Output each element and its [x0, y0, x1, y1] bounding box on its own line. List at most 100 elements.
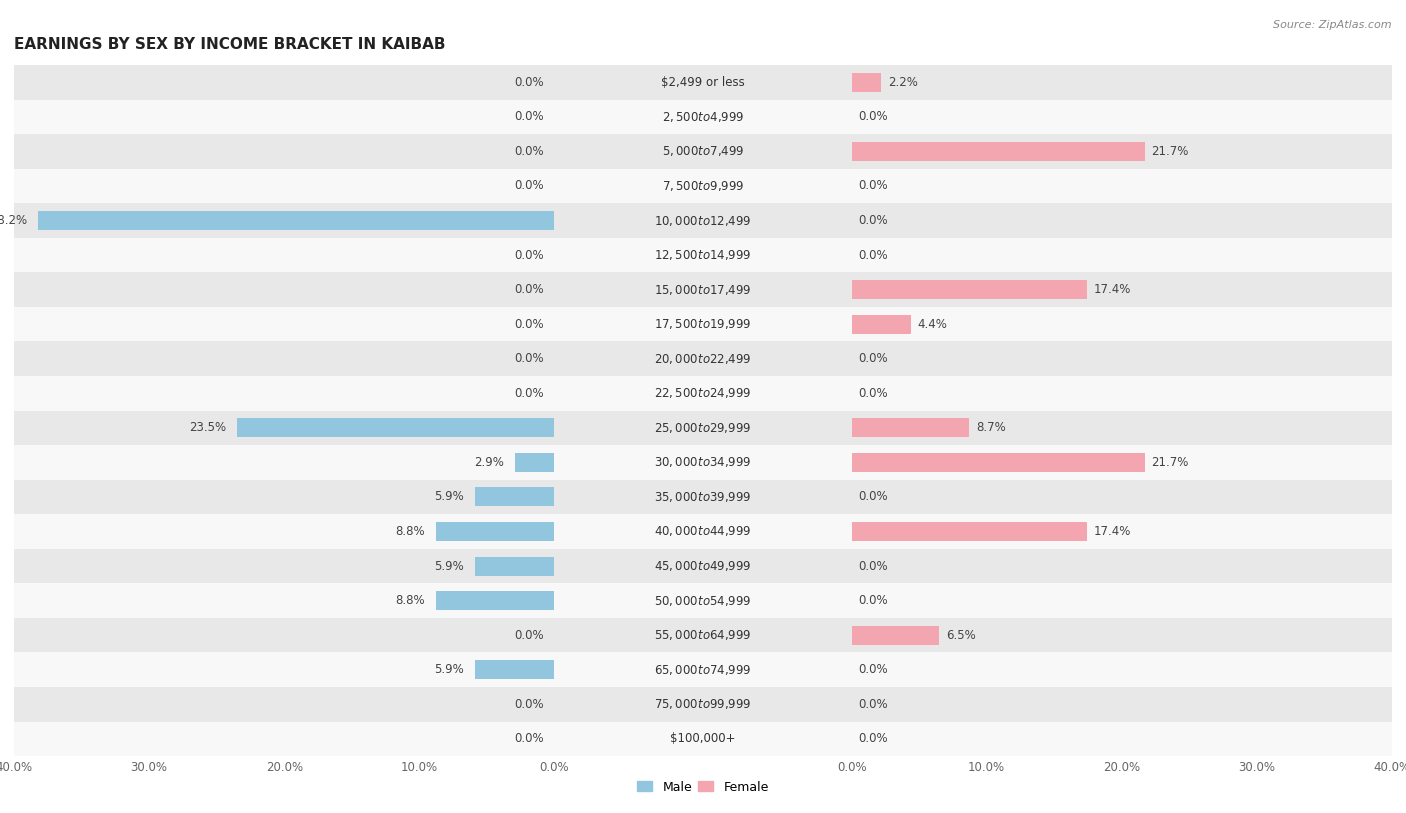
Bar — [0, 134, 1406, 168]
Bar — [475, 488, 554, 506]
Text: $55,000 to $64,999: $55,000 to $64,999 — [654, 628, 752, 642]
Bar — [0, 722, 1406, 756]
Bar — [0, 203, 1406, 237]
Bar — [0, 722, 1230, 756]
Text: 2.9%: 2.9% — [475, 456, 505, 469]
Bar — [176, 411, 1406, 445]
Text: $15,000 to $17,499: $15,000 to $17,499 — [654, 283, 752, 297]
Bar — [0, 687, 1230, 722]
Bar — [0, 549, 1230, 583]
Legend: Male, Female: Male, Female — [633, 776, 773, 798]
Text: 21.7%: 21.7% — [1152, 145, 1189, 158]
Bar — [475, 660, 554, 679]
Text: $22,500 to $24,999: $22,500 to $24,999 — [654, 386, 752, 400]
Bar — [0, 272, 1406, 307]
Bar — [176, 618, 1406, 652]
Bar — [176, 168, 1406, 203]
Text: 23.5%: 23.5% — [188, 421, 226, 434]
Bar — [0, 549, 1406, 583]
Text: 0.0%: 0.0% — [858, 663, 889, 676]
Text: 0.0%: 0.0% — [515, 698, 544, 711]
Bar — [0, 65, 1230, 99]
Bar — [0, 65, 1406, 99]
Text: 6.5%: 6.5% — [946, 628, 976, 641]
Bar — [0, 376, 1406, 411]
Bar — [176, 376, 1406, 411]
Bar — [0, 341, 1406, 376]
Text: 0.0%: 0.0% — [515, 249, 544, 262]
Text: $30,000 to $34,999: $30,000 to $34,999 — [654, 455, 752, 469]
Bar — [0, 480, 1230, 514]
Bar — [852, 453, 1144, 472]
Bar — [0, 480, 1406, 514]
Text: $35,000 to $39,999: $35,000 to $39,999 — [654, 490, 752, 504]
Bar — [0, 687, 1406, 722]
Bar — [0, 618, 1406, 652]
Text: 0.0%: 0.0% — [858, 180, 889, 193]
Bar — [176, 272, 1406, 307]
Bar — [852, 142, 1144, 161]
Bar — [0, 411, 1230, 445]
Text: 0.0%: 0.0% — [858, 733, 889, 746]
Bar — [0, 307, 1230, 341]
Bar — [0, 203, 1230, 237]
Text: 0.0%: 0.0% — [858, 214, 889, 227]
Text: $65,000 to $74,999: $65,000 to $74,999 — [654, 663, 752, 676]
Text: 0.0%: 0.0% — [515, 733, 544, 746]
Bar — [176, 549, 1406, 583]
Bar — [436, 591, 554, 610]
Bar — [176, 514, 1406, 549]
Bar — [0, 652, 1230, 687]
Text: $100,000+: $100,000+ — [671, 733, 735, 746]
Bar — [0, 583, 1230, 618]
Bar — [0, 618, 1230, 652]
Text: 0.0%: 0.0% — [858, 111, 889, 124]
Text: $2,500 to $4,999: $2,500 to $4,999 — [662, 110, 744, 124]
Text: 0.0%: 0.0% — [515, 145, 544, 158]
Text: 17.4%: 17.4% — [1094, 283, 1130, 296]
Bar — [0, 168, 1406, 203]
Text: EARNINGS BY SEX BY INCOME BRACKET IN KAIBAB: EARNINGS BY SEX BY INCOME BRACKET IN KAI… — [14, 37, 446, 51]
Bar — [238, 419, 554, 437]
Bar — [852, 626, 939, 645]
Text: 0.0%: 0.0% — [858, 490, 889, 503]
Bar — [176, 722, 1406, 756]
Bar — [176, 237, 1406, 272]
Bar — [0, 168, 1230, 203]
Text: 4.4%: 4.4% — [918, 318, 948, 331]
Text: 0.0%: 0.0% — [515, 352, 544, 365]
Text: 38.2%: 38.2% — [0, 214, 28, 227]
Text: 0.0%: 0.0% — [858, 249, 889, 262]
Text: 0.0%: 0.0% — [858, 594, 889, 607]
Text: $20,000 to $22,499: $20,000 to $22,499 — [654, 352, 752, 366]
Text: 0.0%: 0.0% — [858, 698, 889, 711]
Bar — [0, 445, 1230, 480]
Bar — [176, 99, 1406, 134]
Bar — [0, 134, 1230, 168]
Bar — [515, 453, 554, 472]
Text: $5,000 to $7,499: $5,000 to $7,499 — [662, 145, 744, 159]
Text: 2.2%: 2.2% — [889, 76, 918, 89]
Text: 8.7%: 8.7% — [976, 421, 1005, 434]
Text: 5.9%: 5.9% — [434, 559, 464, 572]
Text: Source: ZipAtlas.com: Source: ZipAtlas.com — [1274, 20, 1392, 30]
Text: 8.8%: 8.8% — [395, 594, 425, 607]
Text: $12,500 to $14,999: $12,500 to $14,999 — [654, 248, 752, 262]
Text: 0.0%: 0.0% — [858, 559, 889, 572]
Bar — [0, 514, 1230, 549]
Bar — [176, 203, 1406, 237]
Text: $17,500 to $19,999: $17,500 to $19,999 — [654, 317, 752, 331]
Text: 8.8%: 8.8% — [395, 525, 425, 538]
Bar — [176, 65, 1406, 99]
Bar — [0, 376, 1230, 411]
Text: 0.0%: 0.0% — [515, 387, 544, 400]
Bar — [0, 445, 1406, 480]
Bar — [852, 522, 1087, 541]
Bar — [475, 557, 554, 576]
Text: 0.0%: 0.0% — [515, 111, 544, 124]
Bar — [0, 237, 1230, 272]
Bar — [0, 99, 1406, 134]
Bar — [176, 134, 1406, 168]
Text: 0.0%: 0.0% — [515, 283, 544, 296]
Bar — [176, 307, 1406, 341]
